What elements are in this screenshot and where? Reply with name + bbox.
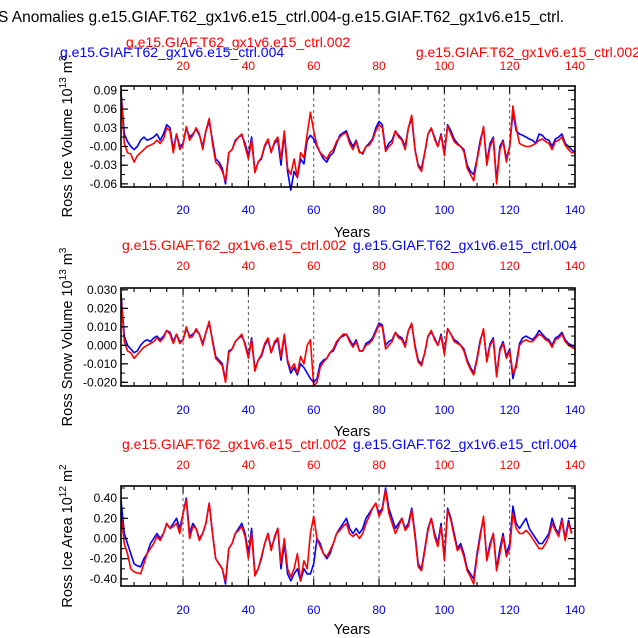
y-tick-label: 0.000 — [87, 338, 117, 352]
y-tick-label: 0.03 — [94, 121, 118, 135]
x-tick-label-top: 100 — [434, 458, 454, 472]
y-tick-label: 0.09 — [94, 83, 118, 97]
x-tick-label-bottom: 80 — [372, 603, 386, 617]
y-tick-label: 0.06 — [94, 102, 118, 116]
y-tick-label: 0.00 — [94, 532, 118, 546]
y-axis-label-part: Ross Ice Volume 10 — [60, 88, 76, 217]
x-axis-label: Years — [334, 424, 371, 440]
y-tick-label: 0.030 — [87, 283, 117, 297]
x-tick-label-top: 60 — [307, 259, 321, 273]
x-tick-label-bottom: 100 — [434, 203, 454, 217]
top-left-case-label: g.e15.GIAF.T62_gx1v6.e15_ctrl.002 — [122, 237, 346, 253]
y-axis-label-part: 12 — [58, 486, 69, 498]
plot-frame — [120, 287, 576, 387]
x-tick-label-top: 40 — [242, 59, 256, 73]
plot-frame — [120, 85, 576, 188]
x-tick-label-bottom: 60 — [307, 603, 321, 617]
x-tick-label-bottom: 20 — [176, 603, 190, 617]
top-left-case-label: g.e15.GIAF.T62_gx1v6.e15_ctrl.002 — [122, 436, 346, 452]
y-tick-label: -0.06 — [90, 177, 118, 191]
x-tick-label-top: 140 — [565, 59, 585, 73]
x-tick-label-top: 140 — [565, 259, 585, 273]
x-tick-label-bottom: 80 — [372, 403, 386, 417]
x-tick-label-top: 100 — [434, 259, 454, 273]
y-axis-label-part: 13 — [58, 77, 69, 89]
x-tick-label-bottom: 60 — [307, 203, 321, 217]
x-tick-label-bottom: 140 — [565, 403, 585, 417]
panel-3: -0.40 -0.20 0.00 0.20 0.40 20 20 40 40 60 60 80 80 10… — [58, 436, 585, 638]
x-tick-label-top: 60 — [307, 458, 321, 472]
series-line-case2 — [120, 297, 576, 387]
top-right-case-label: g.e15.GIAF.T62_gx1v6.e15_ctrl.002 — [416, 44, 638, 60]
y-tick-label: 0.40 — [94, 491, 118, 505]
x-tick-label-top: 120 — [500, 59, 520, 73]
y-axis-label-part: m — [60, 253, 76, 269]
y-axis-label: Ross Ice Area 1012 m2 — [58, 464, 76, 608]
x-tick-label-top: 20 — [176, 259, 190, 273]
y-axis-label: Ross Snow Volume 1013 m3 — [58, 247, 76, 426]
x-tick-label-top: 140 — [565, 458, 585, 472]
y-axis-label-part: Ross Snow Volume 10 — [60, 280, 76, 426]
series-line-case2 — [120, 489, 573, 585]
panel-2: -0.020 -0.010 0.000 0.010 0.020 0.030 20 20 40 40… — [58, 237, 585, 440]
y-axis-label-part: Ross Ice Area 10 — [60, 497, 76, 607]
y-tick-label: -0.03 — [90, 158, 118, 172]
top-right-case-label: g.e15.GIAF.T62_gx1v6.e15_ctrl.004 — [353, 436, 577, 452]
chart-panels: -0.06 -0.03 -0.00 0.03 0.06 0.09 20 20 40 40 60 60 8… — [58, 34, 638, 638]
y-tick-label: -0.40 — [90, 572, 118, 586]
x-tick-label-top: 80 — [372, 59, 386, 73]
top-right-case-label: g.e15.GIAF.T62_gx1v6.e15_ctrl.004 — [353, 237, 577, 253]
y-tick-label: -0.20 — [90, 552, 118, 566]
y-tick-label: -0.00 — [90, 139, 118, 153]
x-tick-label-bottom: 120 — [500, 203, 520, 217]
top-overlap-case-label: g.e15.GIAF.T62_gx1v6.e15_ctrl.002 — [126, 34, 350, 50]
y-tick-label: 0.010 — [87, 320, 117, 334]
x-tick-label-bottom: 120 — [500, 603, 520, 617]
x-tick-label-bottom: 40 — [242, 403, 256, 417]
y-axis-label-part: 2 — [58, 464, 69, 470]
panel-1: -0.06 -0.03 -0.00 0.03 0.06 0.09 20 20 40 40 60 60 8… — [58, 34, 638, 241]
x-axis-label: Years — [334, 622, 371, 638]
top-left-case-label: g.e15.GIAF.T62_gx1v6.e15_ctrl.004 — [60, 44, 284, 60]
x-axis-label: Years — [334, 225, 371, 241]
x-tick-label-top: 60 — [307, 59, 321, 73]
x-tick-label-top: 40 — [242, 458, 256, 472]
x-tick-label-top: 20 — [176, 59, 190, 73]
y-tick-label: -0.020 — [83, 375, 117, 389]
x-tick-label-bottom: 40 — [242, 603, 256, 617]
x-tick-label-bottom: 100 — [434, 603, 454, 617]
y-axis-label-part: 13 — [58, 269, 69, 281]
x-tick-label-top: 120 — [500, 458, 520, 472]
x-tick-label-bottom: 140 — [565, 203, 585, 217]
x-tick-label-top: 80 — [372, 458, 386, 472]
x-tick-label-top: 40 — [242, 259, 256, 273]
x-tick-label-top: 120 — [500, 259, 520, 273]
y-tick-label: 0.020 — [87, 301, 117, 315]
y-axis-label-part: 3 — [58, 247, 69, 253]
x-tick-label-bottom: 100 — [434, 403, 454, 417]
series-line-case2 — [120, 93, 575, 185]
x-tick-label-top: 80 — [372, 259, 386, 273]
x-tick-label-bottom: 140 — [565, 603, 585, 617]
x-tick-label-bottom: 20 — [176, 203, 190, 217]
y-axis-label: Ross Ice Volume 1013 m3 — [58, 55, 76, 217]
x-tick-label-bottom: 120 — [500, 403, 520, 417]
x-tick-label-top: 20 — [176, 458, 190, 472]
y-axis-label-part: m — [60, 61, 76, 77]
x-tick-label-bottom: 20 — [176, 403, 190, 417]
plot-frame — [120, 485, 576, 587]
y-tick-label: -0.010 — [83, 357, 117, 371]
x-tick-label-top: 100 — [434, 59, 454, 73]
x-tick-label-bottom: 80 — [372, 203, 386, 217]
y-axis-label-part: m — [60, 470, 76, 486]
y-tick-label: 0.20 — [94, 511, 118, 525]
x-tick-label-bottom: 60 — [307, 403, 321, 417]
y-axis-label-part: 3 — [58, 55, 69, 61]
x-tick-label-bottom: 40 — [242, 203, 256, 217]
main-title: S Anomalies g.e15.GIAF.T62_gx1v6.e15_ctr… — [0, 9, 564, 26]
